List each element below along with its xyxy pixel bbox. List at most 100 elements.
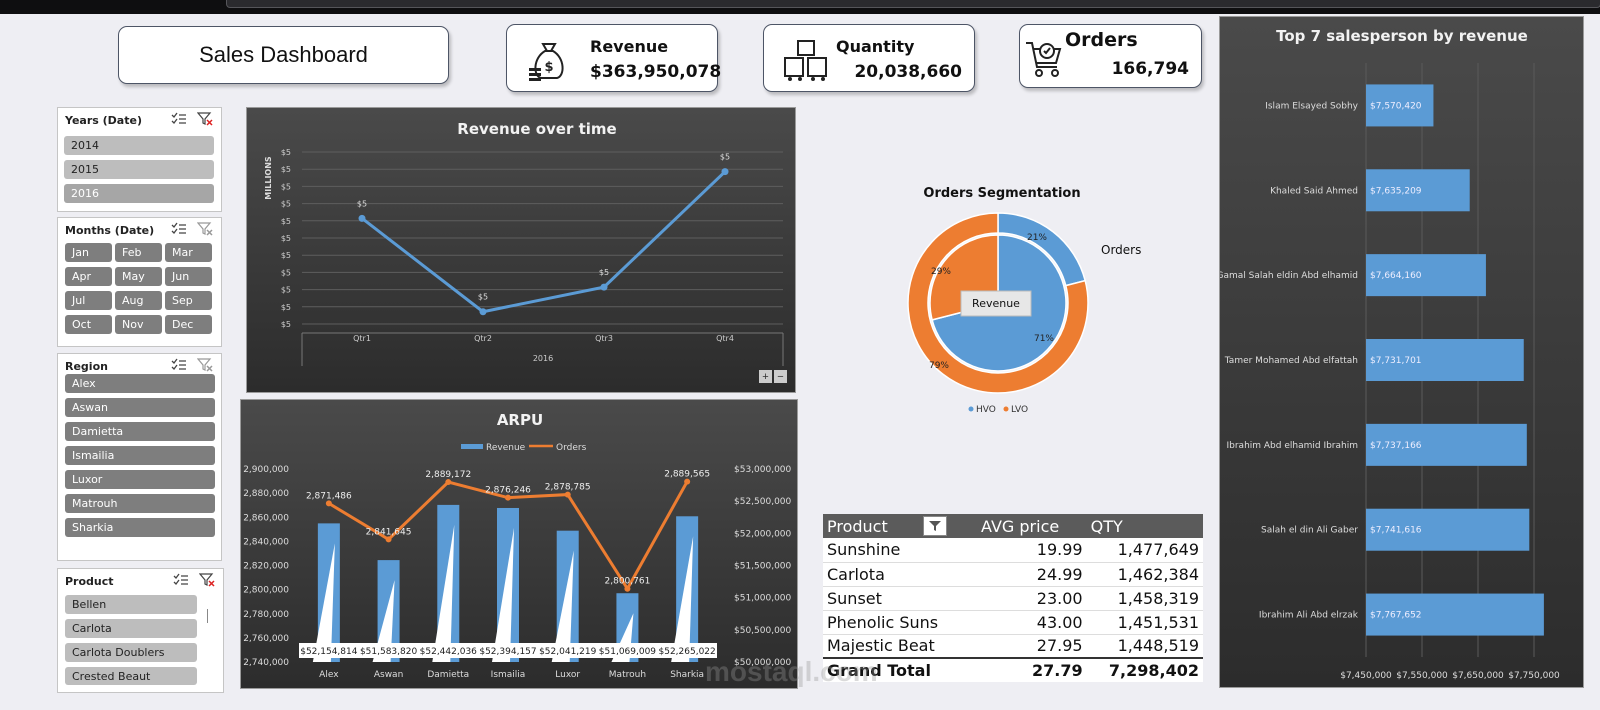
outer-lvo-label: 79% xyxy=(929,361,949,371)
left-y-tick-label: 2,860,000 xyxy=(243,513,289,523)
cell-avg-price: 19.99 xyxy=(949,538,1087,563)
multi-select-icon[interactable] xyxy=(171,222,187,236)
legend: HVO LVO xyxy=(968,405,1028,415)
total-qty: 7,298,402 xyxy=(1086,657,1203,682)
slicer-month-sep[interactable]: Sep xyxy=(165,291,212,310)
slicer-month-jun[interactable]: Jun xyxy=(165,267,212,286)
slicer-region-sharkia[interactable]: Sharkia xyxy=(65,518,215,537)
y-tick-label: $5 xyxy=(281,234,291,243)
legend-label-orders: Orders xyxy=(556,443,587,453)
revenue-data-label: $52,154,814 xyxy=(300,647,358,657)
table-row: Majestic Beat 27.95 1,448,519 xyxy=(823,634,1203,659)
cell-qty: 1,451,531 xyxy=(1086,610,1203,635)
slicer-year-2016[interactable]: 2016 xyxy=(64,184,214,203)
col-header-qty[interactable]: QTY xyxy=(1086,514,1203,538)
slicer-years: Years (Date) 2014 2015 2016 xyxy=(57,107,222,212)
slicer-month-jan[interactable]: Jan xyxy=(65,243,112,262)
inner-lvo-label: 29% xyxy=(931,267,951,277)
top-salesperson-chart: Top 7 salesperson by revenue $7,450,000 $… xyxy=(1217,27,1560,681)
x-tick-label: $7,550,000 xyxy=(1396,671,1448,681)
slicer-month-jul[interactable]: Jul xyxy=(65,291,112,310)
slicer-region-damietta[interactable]: Damietta xyxy=(65,422,215,441)
slicer-scrollbar[interactable] xyxy=(207,609,208,623)
top-salesperson-panel: Top 7 salesperson by revenue $7,450,000 $… xyxy=(1217,16,1584,688)
bar-data-label: $7,741,616 xyxy=(1370,526,1422,536)
multi-select-icon[interactable] xyxy=(171,358,187,372)
inner-ring-callout xyxy=(960,290,1032,317)
slicer-year-2015[interactable]: 2015 xyxy=(64,160,214,179)
clear-filter-icon[interactable] xyxy=(197,222,213,236)
orders-data-label: 2,871,486 xyxy=(306,491,352,501)
slicer-month-nov[interactable]: Nov xyxy=(115,315,162,334)
watermark: mostaql.com xyxy=(705,656,878,687)
orders-point xyxy=(325,500,332,507)
outer-slice-lvo xyxy=(907,212,1089,394)
y-axis-label: MILLIONS xyxy=(264,156,273,200)
multi-select-icon[interactable] xyxy=(173,573,189,587)
salesperson-bar xyxy=(1366,508,1530,551)
cell-avg-price: 23.00 xyxy=(949,586,1087,611)
grand-total-row: Grand Total 27.79 7,298,402 xyxy=(823,657,1203,682)
slicer-region-aswan[interactable]: Aswan xyxy=(65,398,215,417)
data-label: $5 xyxy=(720,153,730,162)
slicer-product-item[interactable]: Bellen xyxy=(65,595,197,614)
revenue-label-strip xyxy=(299,643,717,658)
y-category-label: Islam Elsayed Sobhy xyxy=(1265,101,1358,111)
slicer-region-matrouh[interactable]: Matrouh xyxy=(65,494,215,513)
slicer-region-ismailia[interactable]: Ismailia xyxy=(65,446,215,465)
x-tick-label: $7,650,000 xyxy=(1452,671,1504,681)
slicer-month-aug[interactable]: Aug xyxy=(115,291,162,310)
slicer-region-luxor[interactable]: Luxor xyxy=(65,470,215,489)
data-point xyxy=(358,214,366,222)
slicer-product-item[interactable]: Carlota xyxy=(65,619,197,638)
slicer-product-item[interactable]: Crested Beaut xyxy=(65,667,197,685)
clear-filter-icon[interactable] xyxy=(199,573,215,587)
y-tick-label: $5 xyxy=(281,200,291,209)
left-y-tick-label: 2,900,000 xyxy=(243,465,289,475)
revenue-over-time-chart: Revenue over time MILLIONS $5 $5 $5 $5 $5 $5 $… xyxy=(264,120,787,383)
data-point xyxy=(721,168,729,176)
slicer-month-apr[interactable]: Apr xyxy=(65,267,112,286)
left-y-tick-label: 2,740,000 xyxy=(243,658,289,668)
col-header-avg-price[interactable]: AVG price xyxy=(923,514,1087,538)
orders-segmentation-panel: Orders Segmentation 21% 79% 71% 29% Orders … xyxy=(890,180,1150,420)
cell-product: Sunset xyxy=(823,586,950,611)
slicer-product-item[interactable]: Carlota Doublers xyxy=(65,643,197,662)
y-tick-label: $5 xyxy=(281,303,291,312)
clear-filter-icon[interactable] xyxy=(197,358,213,372)
left-y-tick-label: 2,760,000 xyxy=(243,634,289,644)
chart-title: Revenue over time xyxy=(457,120,616,138)
x-tick-label: $7,750,000 xyxy=(1508,671,1560,681)
bar-data-label: $7,570,420 xyxy=(1370,101,1422,111)
slicer-month-feb[interactable]: Feb xyxy=(115,243,162,262)
cell-product: Sunshine xyxy=(823,538,950,563)
legend-swatch-revenue xyxy=(461,444,483,449)
revenue-data-label: $52,265,022 xyxy=(659,647,716,657)
slicer-product: Product Bellen Carlota Carlota Doublers … xyxy=(57,568,224,693)
slicer-month-mar[interactable]: Mar xyxy=(165,243,212,262)
slicer-year-2014[interactable]: 2014 xyxy=(64,136,214,155)
slicer-month-oct[interactable]: Oct xyxy=(65,315,112,334)
multi-select-icon[interactable] xyxy=(171,112,187,126)
slicer-region: Region Alex Aswan Damietta Ismailia Luxor Mat… xyxy=(57,353,222,561)
slicer-month-dec[interactable]: Dec xyxy=(165,315,212,334)
revenue-data-label: $51,583,820 xyxy=(360,647,418,657)
filter-dropdown-icon[interactable] xyxy=(923,516,947,536)
formula-bar[interactable] xyxy=(226,0,1600,8)
expand-button[interactable] xyxy=(759,370,772,383)
salesperson-bar xyxy=(1366,254,1486,297)
orders-data-label: 2,800,761 xyxy=(605,577,651,587)
slicer-region-alex[interactable]: Alex xyxy=(65,374,215,393)
cell-avg-price: 43.00 xyxy=(949,610,1087,635)
table-row: Carlota 24.99 1,462,384 xyxy=(823,562,1203,587)
orders-data-label: 2,876,246 xyxy=(485,486,531,496)
kpi-orders-value: 166,794 xyxy=(1111,59,1189,79)
slicer-month-may[interactable]: May xyxy=(115,267,162,286)
orders-segmentation-chart: Orders Segmentation 21%79%71%29% Orders … xyxy=(907,186,1141,415)
clear-filter-icon[interactable] xyxy=(197,112,213,126)
collapse-button[interactable] xyxy=(774,370,787,383)
data-label: $5 xyxy=(599,268,609,277)
y-tick-label: $5 xyxy=(281,251,291,260)
salesperson-bar xyxy=(1366,84,1434,127)
kpi-quantity-value: 20,038,660 xyxy=(854,62,962,82)
